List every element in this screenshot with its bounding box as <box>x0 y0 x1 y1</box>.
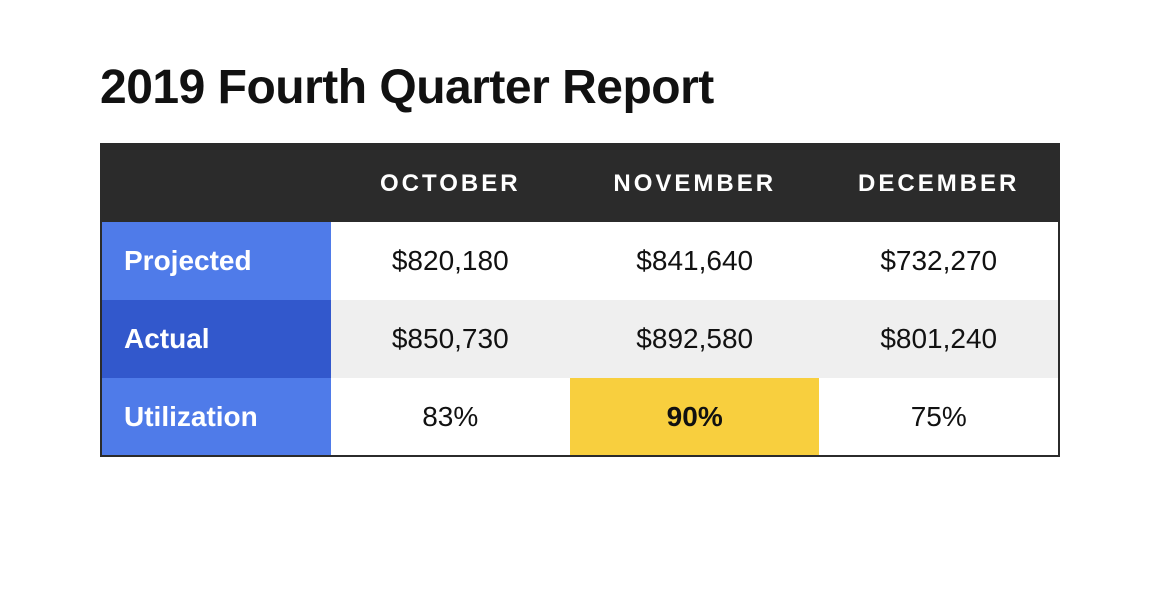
table-cell: 83% <box>331 378 570 456</box>
quarter-report-table: OCTOBER NOVEMBER DECEMBER Projected $820… <box>100 143 1060 457</box>
table-cell: $820,180 <box>331 222 570 300</box>
row-header: Projected <box>101 222 331 300</box>
table-corner-cell <box>101 144 331 222</box>
table-cell: $801,240 <box>819 300 1059 378</box>
table-row: Actual $850,730 $892,580 $801,240 <box>101 300 1059 378</box>
page-title: 2019 Fourth Quarter Report <box>100 60 1070 115</box>
report-page: 2019 Fourth Quarter Report OCTOBER NOVEM… <box>0 0 1170 457</box>
table-cell: $850,730 <box>331 300 570 378</box>
column-header: DECEMBER <box>819 144 1059 222</box>
table-cell: $841,640 <box>570 222 819 300</box>
table-row: Projected $820,180 $841,640 $732,270 <box>101 222 1059 300</box>
column-header: NOVEMBER <box>570 144 819 222</box>
table-header-row: OCTOBER NOVEMBER DECEMBER <box>101 144 1059 222</box>
row-header: Actual <box>101 300 331 378</box>
table-row: Utilization 83% 90% 75% <box>101 378 1059 456</box>
table-cell: 90% <box>570 378 819 456</box>
table-cell: $892,580 <box>570 300 819 378</box>
table-cell: 75% <box>819 378 1059 456</box>
table-cell: $732,270 <box>819 222 1059 300</box>
row-header: Utilization <box>101 378 331 456</box>
column-header: OCTOBER <box>331 144 570 222</box>
